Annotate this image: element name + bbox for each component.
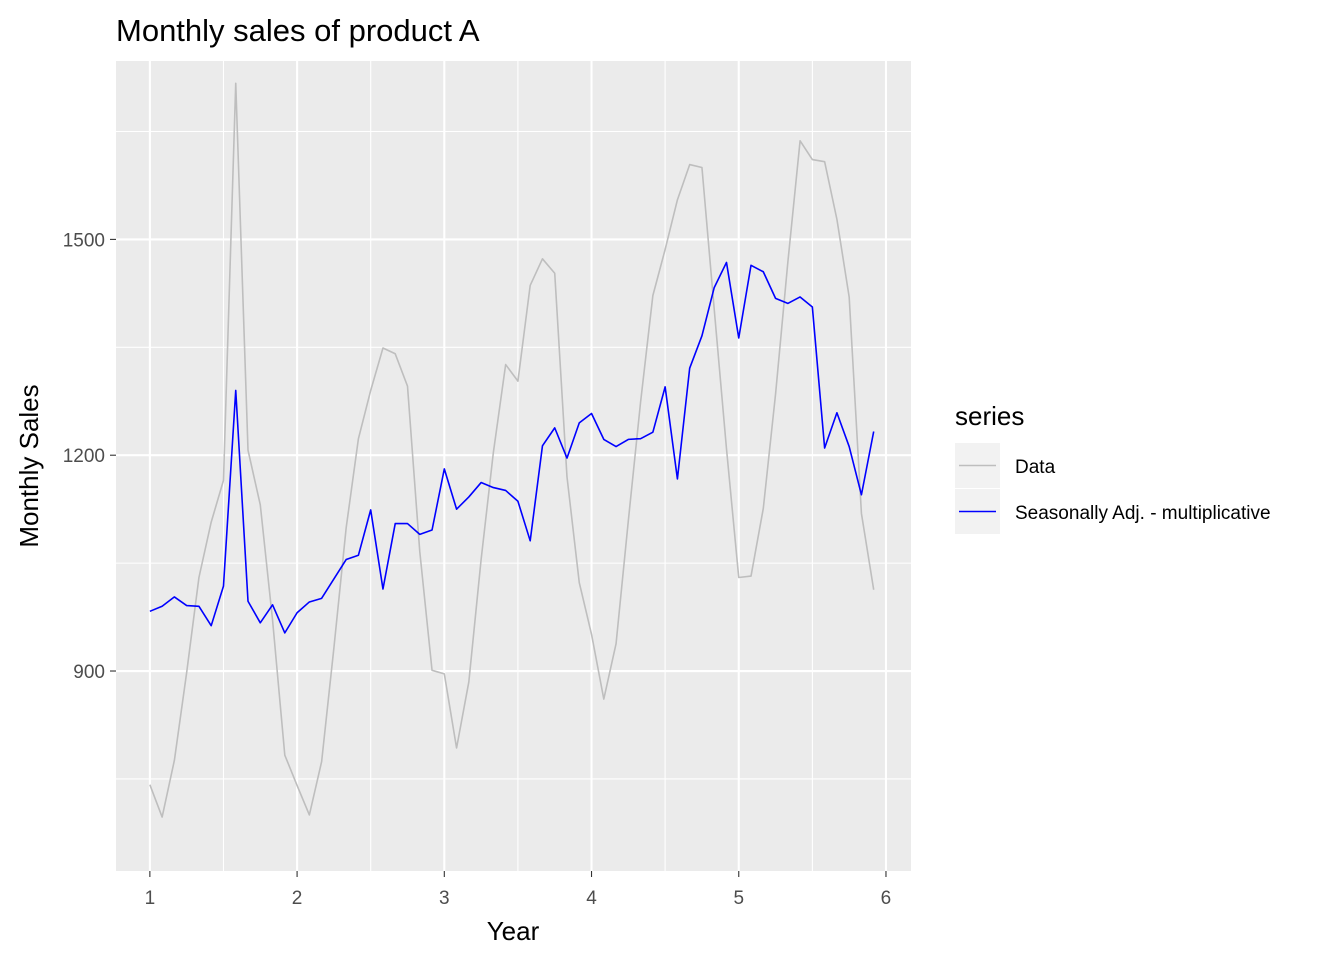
- x-axis-title: Year: [487, 916, 540, 946]
- y-tick-label: 1500: [63, 230, 105, 251]
- series-line-data: [149, 82, 875, 818]
- x-tick-label: 3: [439, 888, 450, 909]
- y-axis-title: Monthly Sales: [14, 384, 44, 547]
- y-tick-label: 900: [73, 662, 105, 683]
- plot-panel: [116, 61, 911, 871]
- x-tick-label: 6: [881, 888, 892, 909]
- legend-label: Data: [1015, 457, 1056, 478]
- x-tick-label: 4: [586, 888, 597, 909]
- x-tick-label: 5: [733, 888, 744, 909]
- panel-background: [116, 61, 911, 871]
- x-tick-label: 1: [145, 888, 156, 909]
- y-axis: 900 1200 1500: [63, 230, 116, 683]
- y-tick-label: 1200: [63, 446, 105, 467]
- x-tick-label: 2: [292, 888, 303, 909]
- legend-label: Seasonally Adj. - multiplicative: [1015, 503, 1271, 524]
- legend: series Data Seasonally Adj. - multiplicat…: [955, 401, 1271, 534]
- chart-title: Monthly sales of product A: [116, 13, 480, 48]
- legend-title: series: [955, 401, 1024, 431]
- series-layer: [149, 82, 875, 818]
- x-axis: 1 2 3 4 5 6: [145, 871, 892, 909]
- series-line-seasonally-adjusted: [149, 261, 875, 634]
